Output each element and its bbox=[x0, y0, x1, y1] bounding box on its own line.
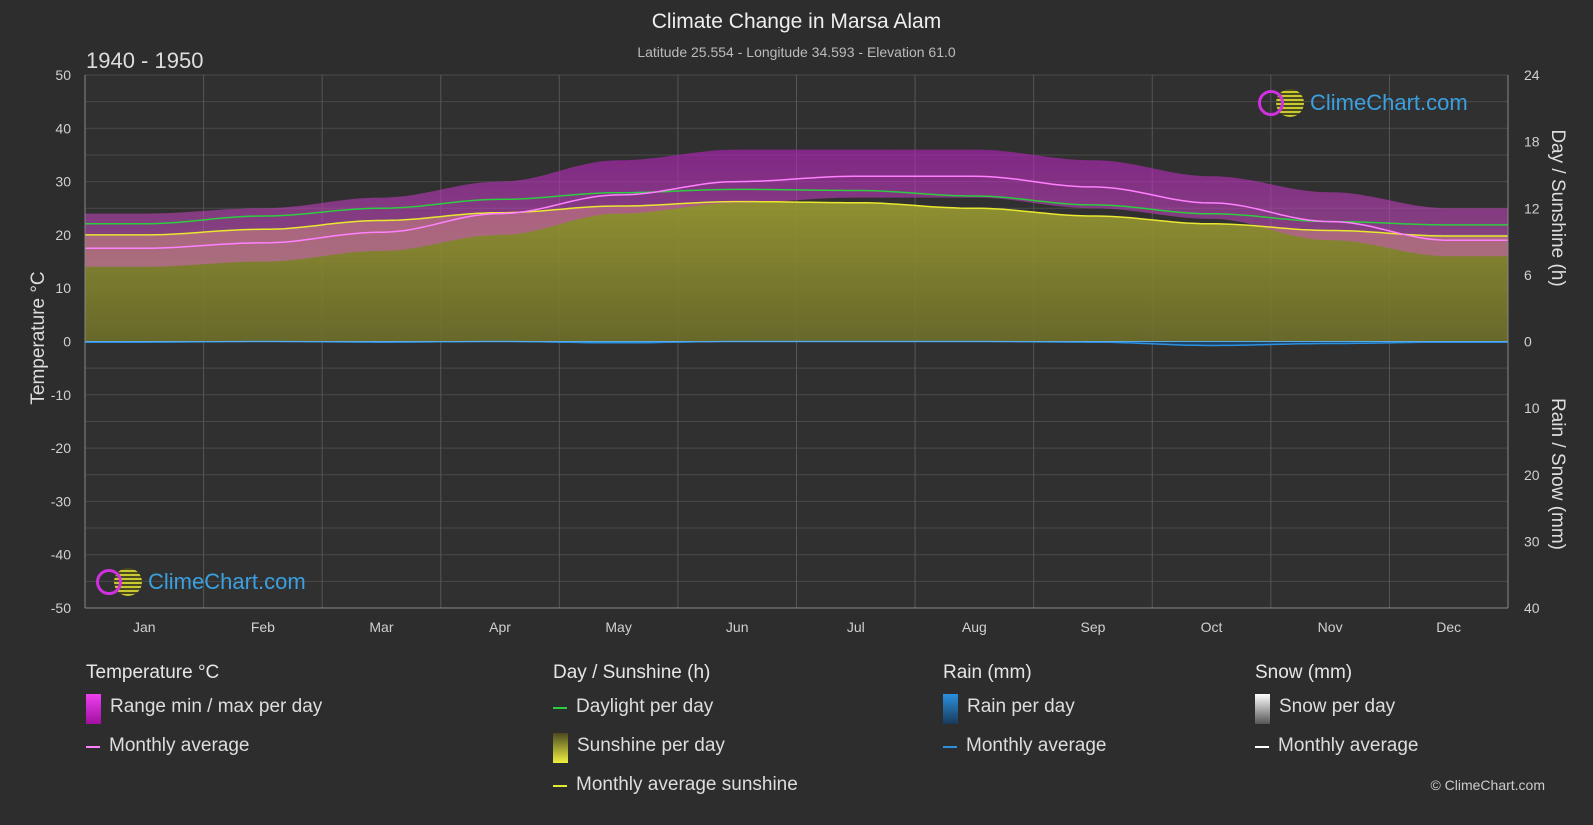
x-tick-month: Jun bbox=[726, 619, 749, 635]
legend-item: Monthly average bbox=[86, 735, 322, 774]
y-tick-left: 10 bbox=[55, 280, 71, 296]
y-tick-left: 40 bbox=[55, 120, 71, 136]
legend-item-label: Monthly average bbox=[966, 735, 1107, 756]
x-tick-month: Feb bbox=[251, 619, 275, 635]
x-tick-month: Jan bbox=[133, 619, 156, 635]
y-tick-right-bottom: 40 bbox=[1524, 600, 1540, 616]
rain-swatch bbox=[943, 694, 958, 724]
legend-item-label: Monthly average bbox=[109, 735, 250, 756]
legend-item: Monthly average bbox=[943, 735, 1106, 774]
sunshine-swatch bbox=[553, 733, 568, 763]
legend-item-label: Snow per day bbox=[1279, 696, 1396, 717]
temperature-range-band bbox=[85, 149, 1508, 267]
chart-lines bbox=[85, 175, 1508, 347]
legend-snow: Snow (mm) Snow per day Monthly average bbox=[1255, 662, 1418, 774]
sunshine-avg-swatch bbox=[553, 785, 567, 787]
y-tick-right-bottom: 10 bbox=[1524, 400, 1540, 416]
legend-title: Temperature °C bbox=[86, 662, 220, 683]
legend-item: Daylight per day bbox=[553, 696, 798, 735]
climate-chart: 50 40 30 20 10 0 -10 -20 -30 -40 -50 24 18 12 6 0 10 20 30… bbox=[28, 67, 1568, 635]
temp-range-swatch bbox=[86, 694, 101, 724]
x-tick-month: Apr bbox=[489, 619, 511, 635]
legend-item: Snow per day bbox=[1255, 694, 1418, 735]
y-tick-left: -50 bbox=[51, 600, 71, 616]
climechart-logo-bottom[interactable]: ClimeChart.com bbox=[96, 568, 306, 596]
logo-ring-icon bbox=[96, 569, 122, 595]
x-tick-month: Dec bbox=[1436, 619, 1461, 635]
y-tick-left: 30 bbox=[55, 174, 71, 190]
chart-areas bbox=[85, 149, 1508, 346]
logo-ring-icon bbox=[1258, 90, 1284, 116]
y-tick-right-bottom: 30 bbox=[1524, 533, 1540, 549]
y-tick-left: -30 bbox=[51, 493, 71, 509]
x-tick-month: Aug bbox=[962, 619, 987, 635]
y-tick-left: -40 bbox=[51, 547, 71, 563]
y-tick-right-top: 0 bbox=[1524, 334, 1532, 350]
y-tick-left: -10 bbox=[51, 387, 71, 403]
y-tick-right-top: 18 bbox=[1524, 134, 1540, 150]
sunshine-avg-line bbox=[85, 200, 1508, 237]
rain-area bbox=[85, 341, 1508, 346]
x-tick-month: Mar bbox=[369, 619, 393, 635]
legend-item-label: Sunshine per day bbox=[577, 735, 725, 756]
legend-sunshine: Day / Sunshine (h) Daylight per day Suns… bbox=[553, 662, 798, 813]
y-tick-right-top: 24 bbox=[1524, 67, 1540, 83]
y-tick-left: -20 bbox=[51, 440, 71, 456]
legend-title: Rain (mm) bbox=[943, 662, 1032, 683]
daylight-swatch bbox=[553, 707, 567, 709]
x-tick-month: Sep bbox=[1080, 619, 1105, 635]
legend-item-label: Monthly average sunshine bbox=[576, 774, 798, 795]
temperature-avg-line bbox=[85, 175, 1508, 249]
legend-item: Range min / max per day bbox=[86, 694, 323, 735]
y-tick-left: 20 bbox=[55, 227, 71, 243]
legend-item-label: Rain per day bbox=[967, 696, 1075, 717]
y-tick-left: 0 bbox=[63, 334, 71, 350]
legend-item-label: Monthly average bbox=[1278, 735, 1419, 756]
period-label: 1940 - 1950 bbox=[86, 48, 204, 73]
copyright: © ClimeChart.com bbox=[1430, 777, 1545, 793]
temp-avg-swatch bbox=[86, 746, 100, 748]
legend-temperature: Temperature °C Range min / max per day M… bbox=[86, 662, 322, 774]
y-tick-right-bottom: 20 bbox=[1524, 467, 1540, 483]
legend-item: Monthly average bbox=[1255, 735, 1418, 774]
y-axis-right-top-label: Day / Sunshine (h) bbox=[1547, 129, 1568, 286]
snow-avg-swatch bbox=[1255, 746, 1269, 748]
x-tick-month: Jul bbox=[847, 619, 865, 635]
x-tick-month: Oct bbox=[1201, 619, 1223, 635]
climechart-logo-top[interactable]: ClimeChart.com bbox=[1258, 89, 1468, 117]
logo-text: ClimeChart.com bbox=[148, 569, 306, 594]
legend-item-label: Daylight per day bbox=[576, 696, 714, 717]
rain-avg-swatch bbox=[943, 746, 957, 748]
x-tick-month: Nov bbox=[1318, 619, 1343, 635]
chart-subtitle: Latitude 25.554 - Longitude 34.593 - Ele… bbox=[637, 44, 956, 60]
legend-title: Day / Sunshine (h) bbox=[553, 662, 711, 683]
y-tick-right-top: 6 bbox=[1524, 267, 1532, 283]
legend-item: Monthly average sunshine bbox=[553, 774, 798, 813]
chart-title: Climate Change in Marsa Alam bbox=[651, 10, 942, 33]
legend-item: Sunshine per day bbox=[553, 733, 798, 774]
y-tick-right-top: 12 bbox=[1524, 200, 1540, 216]
legend-item: Rain per day bbox=[943, 694, 1106, 735]
snow-swatch bbox=[1255, 694, 1270, 724]
daylight-line bbox=[85, 188, 1508, 226]
legend-title: Snow (mm) bbox=[1255, 662, 1353, 683]
logo-text: ClimeChart.com bbox=[1310, 90, 1468, 115]
legend-rain: Rain (mm) Rain per day Monthly average bbox=[943, 662, 1106, 774]
chart-axes: 50 40 30 20 10 0 -10 -20 -30 -40 -50 24 18 12 6 0 10 20 30… bbox=[51, 67, 1540, 635]
y-tick-left: 50 bbox=[55, 67, 71, 83]
legend-item-label: Range min / max per day bbox=[110, 696, 323, 717]
y-axis-left-label: Temperature °C bbox=[28, 271, 49, 404]
x-tick-month: May bbox=[605, 619, 631, 635]
y-axis-right-bottom-label: Rain / Snow (mm) bbox=[1547, 398, 1568, 550]
